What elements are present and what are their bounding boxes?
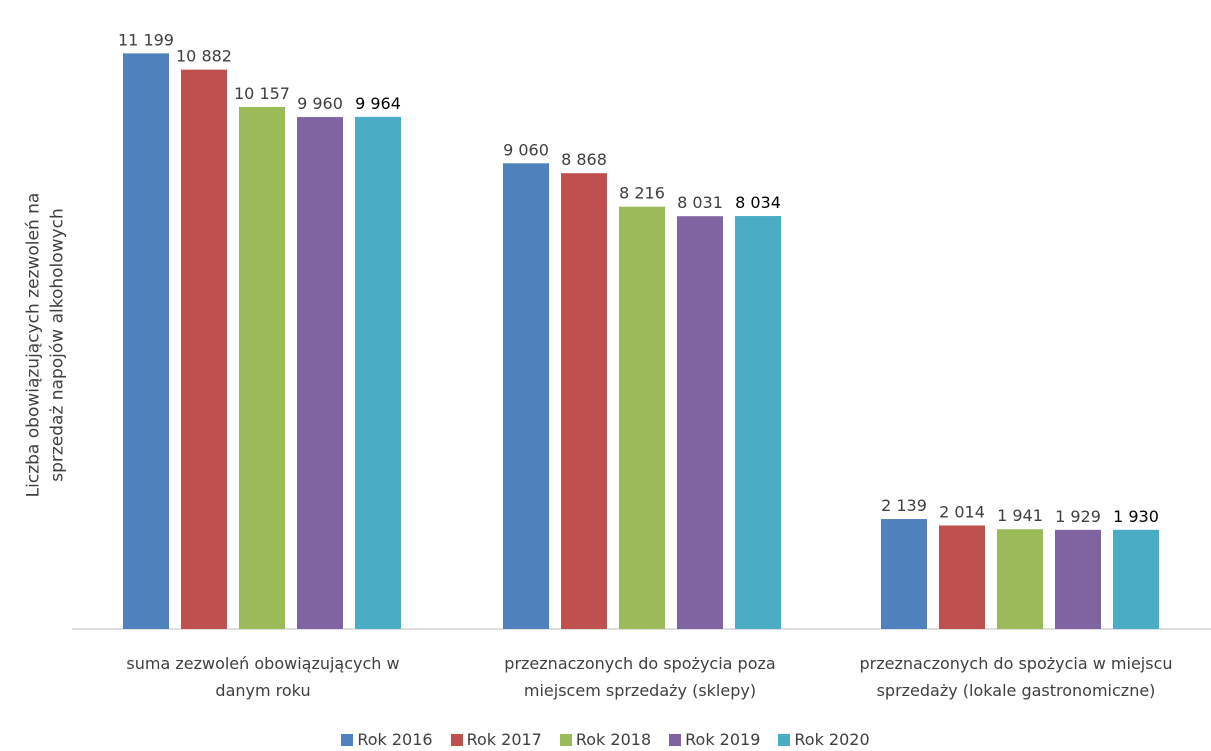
bar-rok-2020-cat-2 (1113, 529, 1159, 629)
data-label: 2 139 (881, 496, 927, 515)
bar-rok-2017-cat-2 (939, 525, 985, 629)
data-label: 1 929 (1055, 507, 1101, 526)
legend-label: Rok 2018 (575, 730, 652, 749)
bar-rok-2016-cat-0 (123, 53, 169, 629)
category-label-total: suma zezwoleń obowiązujących w danym rok… (83, 650, 443, 704)
legend-label: Rok 2020 (794, 730, 870, 749)
data-label: 2 014 (939, 502, 985, 521)
bar-rok-2018-cat-2 (997, 529, 1043, 629)
bar-rok-2016-cat-2 (881, 519, 927, 629)
bar-rok-2019-cat-0 (297, 117, 343, 629)
category-label-line: przeznaczonych do spożycia w miejscu (859, 654, 1173, 673)
bar-rok-2019-cat-1 (677, 216, 723, 629)
y-axis-label-line-1: Liczba obowiązujących zezwoleń na (23, 192, 43, 498)
data-label: 9 964 (355, 94, 401, 113)
bar-rok-2017-cat-0 (181, 69, 227, 629)
category-label-line: danym roku (215, 681, 311, 700)
y-axis-label-line-2: sprzedaż napojów alkoholowych (47, 208, 67, 482)
bar-rok-2020-cat-1 (735, 216, 781, 629)
data-label: 11 199 (118, 30, 174, 49)
legend-swatch (450, 734, 463, 746)
data-label: 1 930 (1113, 507, 1159, 526)
category-label-shops: przeznaczonych do spożycia poza miejscem… (460, 650, 820, 704)
data-label: 1 941 (997, 506, 1043, 525)
data-label: 9 960 (297, 94, 343, 113)
legend: Rok 2016 Rok 2017 Rok 2018 Rok 2019 Rok … (0, 730, 1211, 750)
bar-rok-2017-cat-1 (561, 173, 607, 629)
bar-rok-2016-cat-1 (503, 163, 549, 630)
legend-swatch (341, 734, 354, 746)
bar-rok-2020-cat-0 (355, 116, 401, 629)
legend-swatch (669, 734, 682, 746)
category-label-line: przeznaczonych do spożycia poza (504, 654, 776, 673)
legend-item-2020: Rok 2020 (778, 730, 870, 750)
category-label-line: suma zezwoleń obowiązujących w (126, 654, 400, 673)
legend-label: Rok 2017 (466, 730, 542, 749)
legend-swatch (559, 734, 572, 746)
bar-rok-2019-cat-2 (1055, 529, 1101, 629)
legend-label: Rok 2016 (357, 730, 433, 749)
data-label: 8 034 (735, 193, 781, 212)
data-label: 10 157 (234, 84, 290, 103)
legend-item-2016: Rok 2016 (341, 730, 433, 750)
category-label-gastronomy: przeznaczonych do spożycia w miejscu spr… (836, 650, 1196, 704)
y-axis-label: Liczba obowiązujących zezwoleń na sprzed… (0, 60, 90, 630)
data-label: 8 031 (677, 193, 723, 212)
data-label: 9 060 (503, 140, 549, 159)
legend-item-2017: Rok 2017 (450, 730, 542, 750)
data-label: 8 216 (619, 184, 665, 203)
category-label-line: miejscem sprzedaży (sklepy) (523, 681, 757, 700)
legend-item-2018: Rok 2018 (559, 730, 652, 750)
data-label: 10 882 (176, 47, 232, 66)
data-label: 8 868 (561, 150, 607, 169)
legend-label: Rok 2019 (685, 730, 761, 749)
category-label-line: sprzedaży (lokale gastronomiczne) (876, 681, 1156, 700)
legend-swatch (778, 734, 791, 746)
bar-rok-2018-cat-1 (619, 206, 665, 629)
legend-item-2019: Rok 2019 (669, 730, 760, 750)
bar-rok-2018-cat-0 (239, 106, 285, 630)
